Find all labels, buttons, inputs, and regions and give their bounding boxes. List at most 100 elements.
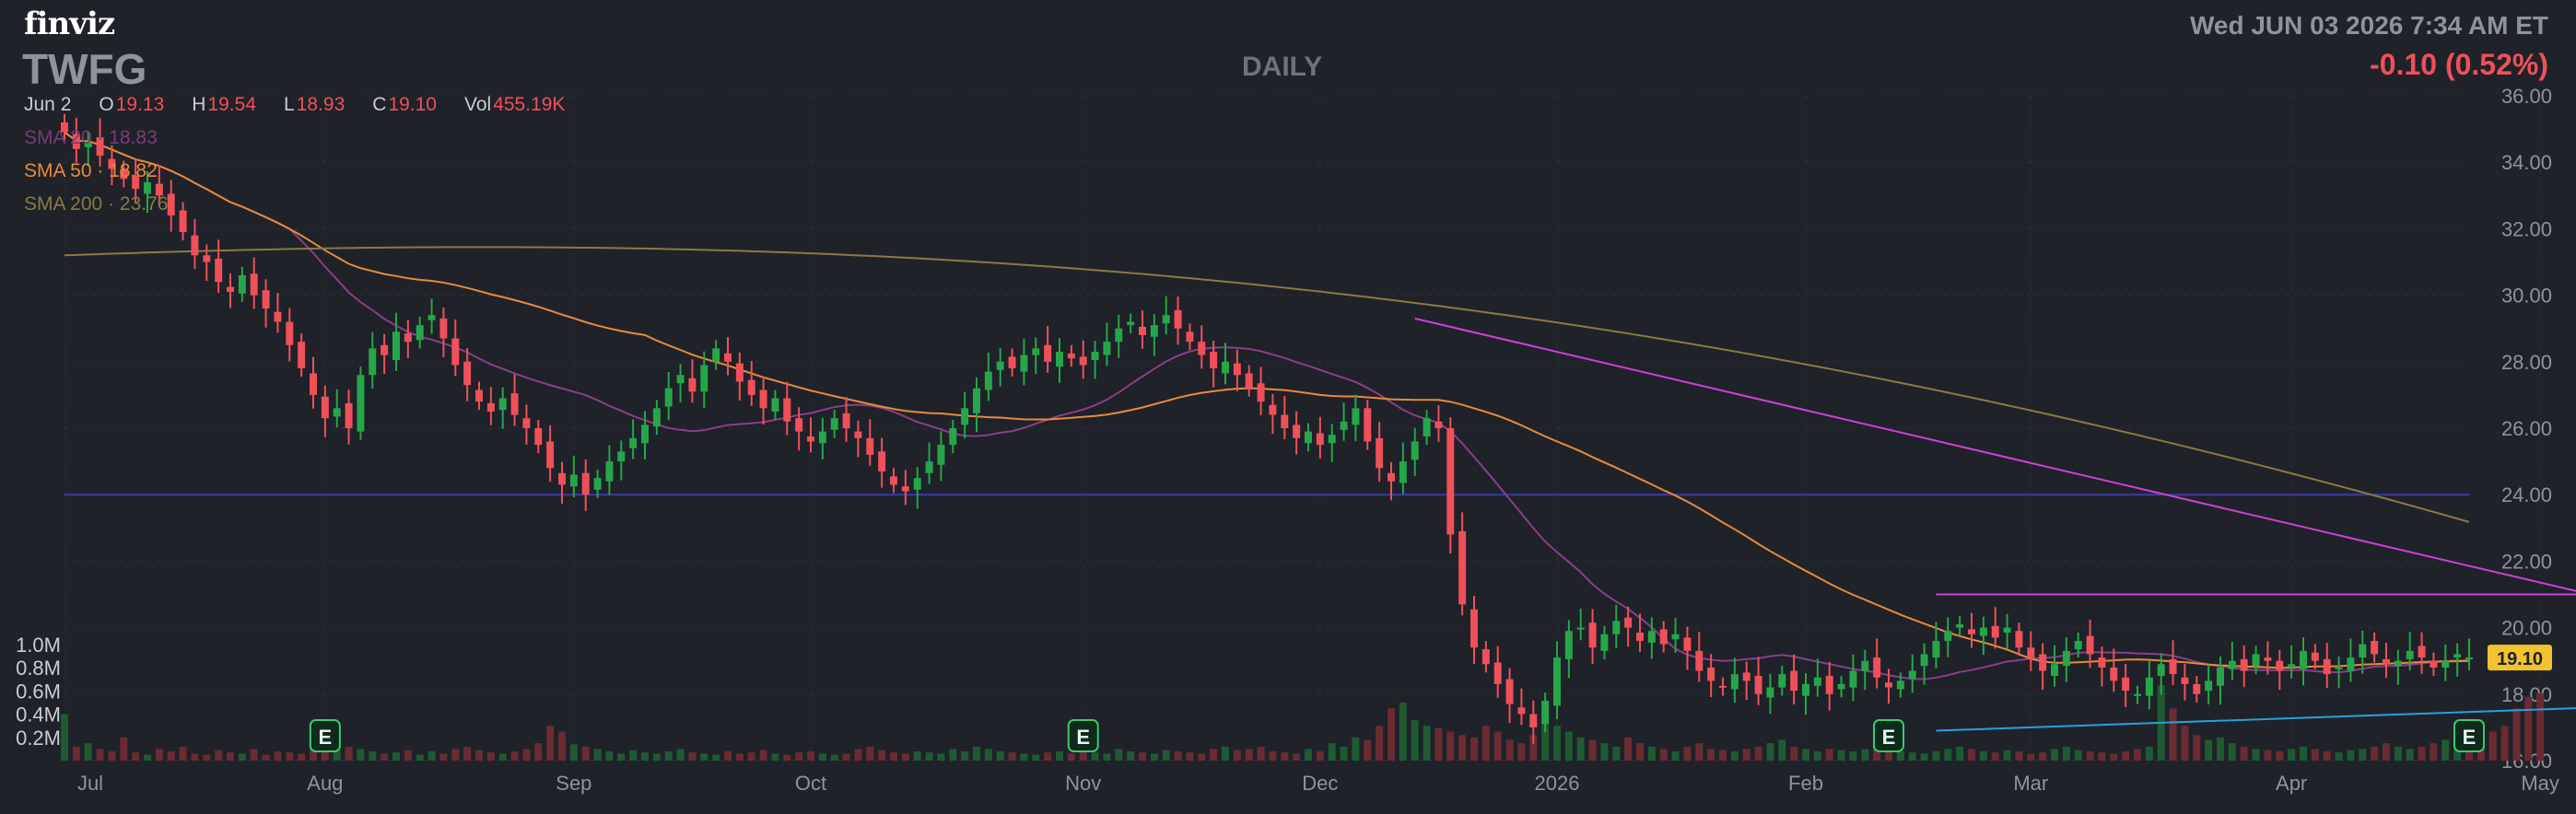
earnings-marker	[1873, 719, 1904, 752]
candle-body	[61, 122, 68, 133]
candle-body	[2264, 657, 2272, 661]
candle-body	[191, 235, 199, 256]
volume-bar	[1067, 753, 1075, 761]
candle-body	[310, 373, 317, 395]
volume-bar	[1364, 739, 1372, 761]
candle-body	[1174, 309, 1182, 329]
sma50-legend[interactable]: SMA 50 · 18.82	[24, 160, 158, 181]
volume-bar	[2205, 739, 2213, 761]
volume-bar	[1044, 752, 1052, 761]
candle-body	[1564, 631, 1573, 659]
volume-bar	[1517, 743, 1526, 761]
volume-bar	[1612, 746, 1621, 761]
candle-body	[1541, 701, 1550, 725]
volume-bar	[2098, 752, 2106, 761]
volume-bar	[2074, 750, 2082, 761]
candle-body	[949, 428, 957, 446]
volume-bar	[191, 753, 199, 761]
candle-body	[1956, 623, 1964, 628]
volume-bar	[1707, 749, 1715, 761]
volume-bar	[1944, 749, 1952, 761]
open-label: O	[99, 94, 114, 115]
candle-body	[1388, 472, 1395, 482]
volume-bar	[735, 753, 744, 761]
candle-body	[688, 378, 697, 392]
volume-bar	[996, 750, 1004, 761]
candle-body	[913, 478, 921, 490]
price-tick-label: 36.00	[2501, 85, 2552, 108]
finviz-logo[interactable]: finviz	[24, 6, 115, 42]
volume-bar	[2536, 692, 2545, 761]
volume-bar	[155, 749, 163, 761]
candle-body	[1079, 356, 1087, 366]
open-value: 19.13	[115, 94, 165, 115]
last-price-tag	[2488, 645, 2552, 671]
time-tick-label: Jul	[77, 772, 103, 795]
volume-bar	[771, 753, 779, 761]
volume-bar	[2264, 750, 2272, 761]
candle-body	[1493, 662, 1502, 684]
volume-bar	[629, 750, 638, 761]
candle-body	[96, 137, 104, 156]
volume-bar	[1766, 743, 1774, 761]
candle-body	[2394, 660, 2402, 667]
volume-bar	[1257, 746, 1265, 761]
volume-bar	[534, 743, 543, 761]
volume-bar	[1446, 731, 1455, 761]
volume-bar	[1470, 737, 1478, 761]
volume-bar	[1541, 719, 1550, 761]
volume-bar	[1576, 737, 1585, 761]
volume-bar	[1683, 746, 1692, 761]
volume-bar	[369, 750, 377, 761]
candle-body	[439, 318, 448, 339]
candle-body	[1269, 404, 1277, 415]
volume-bar	[2500, 726, 2509, 761]
volume-bar	[1908, 752, 1916, 761]
volume-bar	[1849, 750, 1857, 761]
volume-bar	[1103, 753, 1111, 761]
candle-body	[321, 396, 329, 419]
earnings-marker	[1067, 719, 1099, 752]
candle-body	[1647, 631, 1656, 643]
volume-bar	[2276, 750, 2284, 761]
volume-bar	[475, 750, 483, 761]
candle-body	[2193, 683, 2201, 694]
volume-bar	[2311, 749, 2319, 761]
candle-body	[1198, 342, 1206, 355]
candle-body	[783, 398, 791, 422]
sma20-legend[interactable]: SMA 20 · 18.83	[24, 127, 158, 148]
candle-body	[1305, 431, 1312, 444]
volume-bar	[2394, 746, 2402, 761]
volume-bar	[522, 749, 531, 761]
volume-bar	[120, 737, 128, 761]
candle-body	[1707, 667, 1715, 681]
sma200-legend[interactable]: SMA 200 · 23.76	[24, 193, 169, 215]
candle-body	[1281, 414, 1289, 428]
volume-bar	[700, 753, 708, 761]
candle-body	[830, 418, 838, 430]
sma20-line	[64, 131, 2470, 680]
candle-body	[2441, 660, 2450, 668]
volume-bar	[1742, 749, 1751, 761]
price-tick-label: 24.00	[2501, 483, 2552, 506]
volume-bar	[108, 750, 116, 761]
volume-bar	[925, 752, 933, 761]
volume-tick-label: 0.6M	[16, 680, 61, 703]
volume-bar	[2062, 746, 2070, 761]
candle-body	[1056, 351, 1063, 367]
volume-tick-label: 0.8M	[16, 657, 61, 680]
candle-body	[534, 428, 543, 446]
candle-body	[2453, 654, 2462, 658]
candle-body	[1352, 408, 1360, 425]
sma50-label: SMA 50	[24, 160, 92, 181]
time-tick-label: Oct	[795, 772, 826, 795]
volume-bar	[2134, 749, 2141, 761]
candle-body	[2015, 631, 2023, 648]
candle-body	[510, 393, 519, 415]
volume-bar	[593, 749, 602, 761]
volume-bar	[2418, 746, 2426, 761]
volume-bar	[1388, 708, 1395, 761]
volume-bar	[2240, 746, 2248, 761]
volume-bar	[688, 752, 697, 761]
